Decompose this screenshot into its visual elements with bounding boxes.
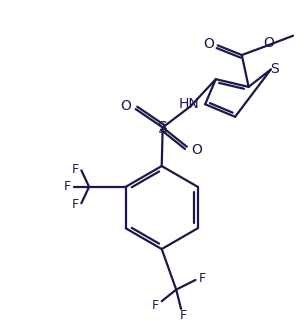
Text: F: F (199, 273, 206, 285)
Text: O: O (204, 38, 214, 51)
Text: F: F (72, 163, 79, 176)
Text: O: O (120, 99, 132, 113)
Text: S: S (158, 121, 168, 136)
Text: O: O (191, 143, 202, 157)
Text: F: F (152, 299, 159, 312)
Text: F: F (63, 180, 71, 193)
Text: O: O (263, 37, 274, 50)
Text: F: F (179, 309, 187, 321)
Text: S: S (270, 62, 279, 75)
Text: F: F (72, 198, 79, 211)
Text: HN: HN (178, 97, 199, 111)
